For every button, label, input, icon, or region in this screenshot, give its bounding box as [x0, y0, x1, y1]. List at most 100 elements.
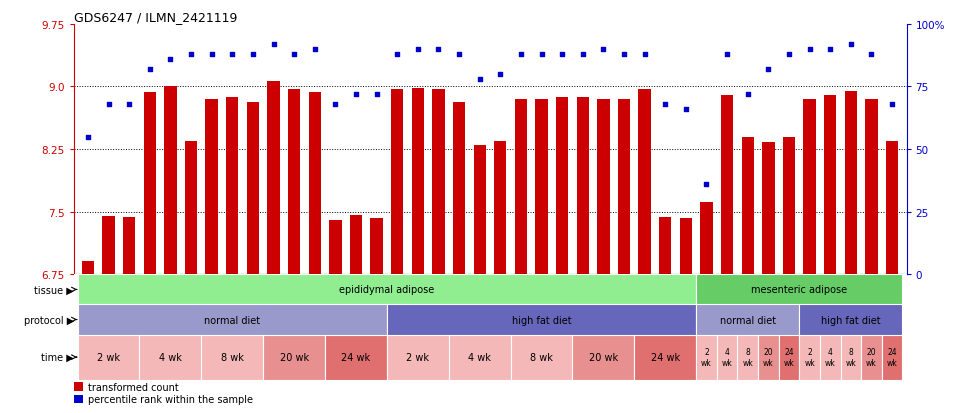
- Bar: [432, 90, 445, 275]
- Bar: [370, 219, 383, 275]
- Bar: [617, 100, 630, 275]
- Bar: [696, 335, 716, 380]
- Bar: [329, 221, 342, 275]
- Text: 4
wk: 4 wk: [721, 348, 732, 367]
- Bar: [861, 335, 882, 380]
- Text: 4 wk: 4 wk: [468, 352, 491, 362]
- Point: [740, 91, 756, 98]
- Text: 24
wk: 24 wk: [784, 348, 795, 367]
- Point: [493, 71, 509, 78]
- Text: GDS6247 / ILMN_2421119: GDS6247 / ILMN_2421119: [74, 11, 237, 24]
- Text: 24 wk: 24 wk: [651, 352, 680, 362]
- Bar: [572, 335, 634, 380]
- Point: [658, 102, 673, 108]
- Bar: [762, 142, 774, 275]
- Bar: [576, 98, 589, 275]
- Bar: [535, 100, 548, 275]
- Text: 4
wk: 4 wk: [825, 348, 836, 367]
- Bar: [660, 217, 671, 275]
- Bar: [81, 261, 94, 275]
- Point: [142, 66, 158, 73]
- Bar: [716, 335, 737, 380]
- Text: 20
wk: 20 wk: [866, 348, 877, 367]
- Bar: [721, 95, 733, 275]
- Bar: [449, 335, 511, 380]
- Bar: [680, 219, 692, 275]
- Bar: [268, 81, 279, 275]
- Point: [843, 41, 858, 48]
- Bar: [473, 146, 486, 275]
- Point: [719, 52, 735, 58]
- Point: [575, 52, 591, 58]
- Point: [245, 52, 261, 58]
- Point: [327, 102, 343, 108]
- Bar: [387, 335, 449, 380]
- Bar: [800, 305, 903, 335]
- Bar: [597, 100, 610, 275]
- Point: [163, 57, 178, 63]
- Text: 20 wk: 20 wk: [279, 352, 309, 362]
- Point: [286, 52, 302, 58]
- Bar: [556, 98, 568, 275]
- Point: [368, 91, 384, 98]
- Bar: [494, 141, 507, 275]
- Bar: [288, 90, 300, 275]
- Point: [183, 52, 199, 58]
- Point: [863, 52, 879, 58]
- Bar: [696, 305, 800, 335]
- Point: [555, 52, 570, 58]
- Bar: [865, 100, 878, 275]
- Text: tissue ▶: tissue ▶: [34, 285, 74, 295]
- Bar: [77, 275, 696, 305]
- Text: 8 wk: 8 wk: [530, 352, 553, 362]
- Bar: [696, 275, 903, 305]
- Text: 4 wk: 4 wk: [159, 352, 182, 362]
- Bar: [759, 335, 779, 380]
- Bar: [226, 98, 238, 275]
- Bar: [264, 335, 325, 380]
- Bar: [804, 100, 815, 275]
- Bar: [350, 216, 363, 275]
- Point: [699, 181, 714, 188]
- Bar: [779, 335, 800, 380]
- Text: 2
wk: 2 wk: [805, 348, 815, 367]
- Bar: [74, 395, 83, 404]
- Text: 2 wk: 2 wk: [407, 352, 429, 362]
- Text: transformed count: transformed count: [88, 382, 179, 392]
- Text: high fat diet: high fat diet: [512, 315, 571, 325]
- Point: [534, 52, 550, 58]
- Point: [451, 52, 466, 58]
- Text: normal diet: normal diet: [719, 315, 776, 325]
- Point: [596, 47, 612, 53]
- Point: [224, 52, 240, 58]
- Bar: [77, 305, 387, 335]
- Point: [204, 52, 220, 58]
- Bar: [165, 86, 176, 275]
- Text: 8
wk: 8 wk: [743, 348, 753, 367]
- Bar: [742, 137, 754, 275]
- Bar: [309, 93, 320, 275]
- Text: 24
wk: 24 wk: [887, 348, 898, 367]
- Bar: [824, 95, 836, 275]
- Bar: [514, 100, 527, 275]
- Point: [410, 47, 425, 53]
- Bar: [325, 335, 387, 380]
- Bar: [783, 137, 795, 275]
- Point: [678, 107, 694, 113]
- Bar: [701, 202, 712, 275]
- Text: 2
wk: 2 wk: [701, 348, 711, 367]
- Point: [514, 52, 529, 58]
- Bar: [206, 100, 218, 275]
- Bar: [102, 216, 115, 275]
- Bar: [391, 90, 404, 275]
- Point: [822, 47, 838, 53]
- Point: [760, 66, 776, 73]
- Text: time ▶: time ▶: [41, 352, 74, 362]
- Point: [266, 41, 281, 48]
- Point: [802, 47, 817, 53]
- Point: [616, 52, 632, 58]
- Point: [884, 102, 900, 108]
- Point: [101, 102, 117, 108]
- Bar: [122, 217, 135, 275]
- Point: [430, 47, 446, 53]
